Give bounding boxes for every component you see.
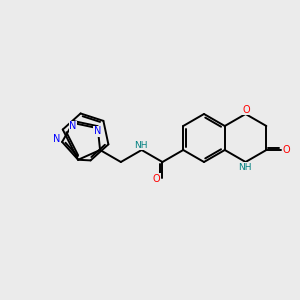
Text: O: O bbox=[153, 174, 160, 184]
Text: N: N bbox=[53, 134, 61, 144]
Text: NH: NH bbox=[134, 140, 147, 149]
Text: N: N bbox=[69, 121, 77, 131]
Text: NH: NH bbox=[238, 163, 251, 172]
Text: O: O bbox=[243, 105, 250, 115]
Text: N: N bbox=[94, 126, 101, 136]
Text: O: O bbox=[283, 145, 291, 155]
